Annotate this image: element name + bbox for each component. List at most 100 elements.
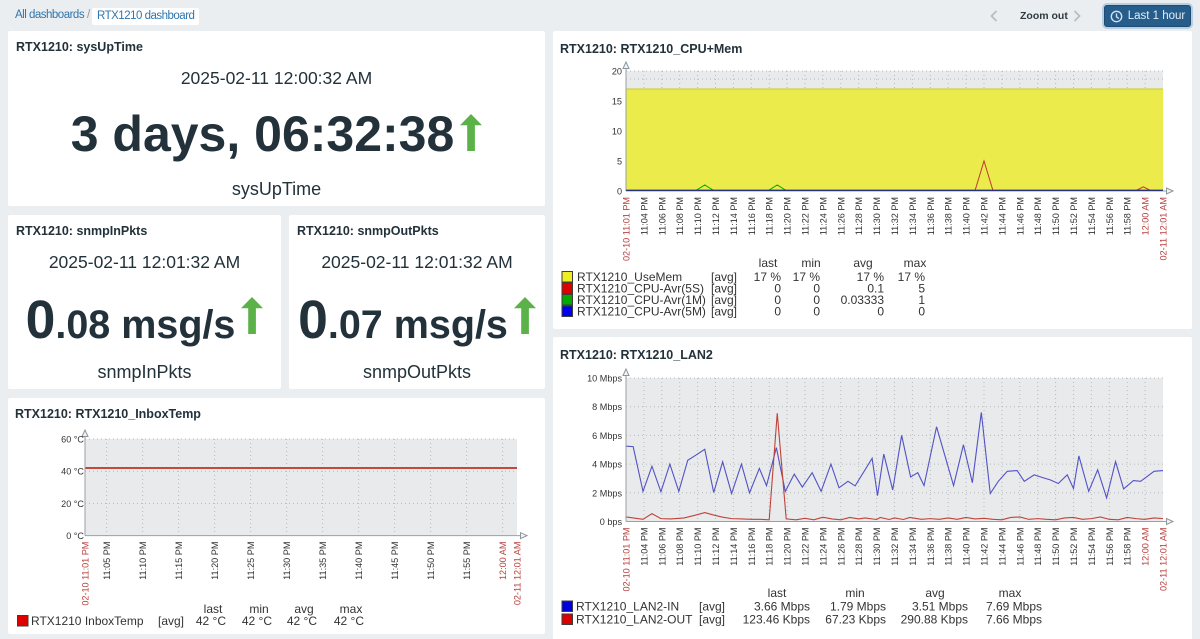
svg-text:11:28 PM: 11:28 PM	[854, 197, 864, 235]
svg-text:0: 0	[813, 282, 820, 296]
svg-text:11:08 PM: 11:08 PM	[675, 197, 685, 235]
svg-text:last: last	[768, 586, 787, 600]
svg-text:02-10 11:01 PM: 02-10 11:01 PM	[622, 528, 632, 592]
svg-text:11:52 PM: 11:52 PM	[1069, 197, 1079, 235]
svg-text:11:30 PM: 11:30 PM	[282, 542, 292, 580]
svg-text:11:14 PM: 11:14 PM	[729, 197, 739, 235]
svg-text:max: max	[999, 586, 1022, 600]
svg-text:0: 0	[774, 293, 781, 307]
svg-text:min: min	[845, 586, 864, 600]
svg-text:[avg]: [avg]	[711, 282, 737, 296]
svg-text:11:54 PM: 11:54 PM	[1087, 197, 1097, 235]
svg-text:11:22 PM: 11:22 PM	[801, 197, 811, 235]
svg-text:11:30 PM: 11:30 PM	[872, 528, 882, 566]
svg-text:17 %: 17 %	[754, 270, 782, 284]
svg-text:42 °C: 42 °C	[334, 614, 364, 628]
svg-text:12:00 AM: 12:00 AM	[1141, 197, 1151, 235]
svg-text:42 °C: 42 °C	[242, 614, 272, 628]
svg-text:67.23 Kbps: 67.23 Kbps	[825, 613, 886, 627]
svg-text:02-10 11:01 PM: 02-10 11:01 PM	[81, 542, 91, 606]
svg-text:11:08 PM: 11:08 PM	[675, 528, 685, 566]
svg-text:last: last	[204, 602, 223, 616]
svg-text:123.46 Kbps: 123.46 Kbps	[743, 613, 810, 627]
svg-text:20 °C: 20 °C	[61, 499, 84, 509]
svg-text:[avg]: [avg]	[711, 305, 737, 319]
svg-text:11:32 PM: 11:32 PM	[890, 197, 900, 235]
svg-text:RTX1210_LAN2-IN: RTX1210_LAN2-IN	[576, 600, 679, 614]
svg-text:11:56 PM: 11:56 PM	[1105, 197, 1115, 235]
svg-text:4 Mbps: 4 Mbps	[592, 460, 622, 470]
svg-text:7.66 Mbps: 7.66 Mbps	[986, 613, 1042, 627]
svg-text:40 °C: 40 °C	[61, 467, 84, 477]
svg-text:60 °C: 60 °C	[61, 435, 84, 445]
svg-text:02-10 11:01 PM: 02-10 11:01 PM	[622, 197, 632, 261]
svg-text:11:10 PM: 11:10 PM	[693, 197, 703, 235]
svg-text:7.69 Mbps: 7.69 Mbps	[986, 600, 1042, 614]
svg-text:11:40 PM: 11:40 PM	[962, 197, 972, 235]
svg-text:11:42 PM: 11:42 PM	[980, 197, 990, 235]
svg-text:11:15 PM: 11:15 PM	[174, 542, 184, 580]
svg-text:1.79 Mbps: 1.79 Mbps	[830, 600, 886, 614]
svg-text:290.88 Kbps: 290.88 Kbps	[901, 613, 968, 627]
svg-text:RTX1210: RTX1210_CPU+Mem: RTX1210: RTX1210_CPU+Mem	[560, 42, 742, 56]
svg-text:11:20 PM: 11:20 PM	[210, 542, 220, 580]
svg-text:42 °C: 42 °C	[287, 614, 317, 628]
svg-text:11:18 PM: 11:18 PM	[765, 197, 775, 235]
svg-text:0: 0	[774, 282, 781, 296]
svg-text:avg: avg	[294, 602, 313, 616]
svg-text:11:34 PM: 11:34 PM	[908, 528, 918, 566]
svg-text:11:05 PM: 11:05 PM	[102, 542, 112, 580]
svg-text:02-11 12:01 AM: 02-11 12:01 AM	[513, 542, 523, 606]
svg-text:02-11 12:01 AM: 02-11 12:01 AM	[1159, 528, 1169, 592]
svg-text:RTX1210_CPU-Avr(5S): RTX1210_CPU-Avr(5S)	[577, 282, 704, 296]
svg-text:11:06 PM: 11:06 PM	[657, 197, 667, 235]
svg-text:11:36 PM: 11:36 PM	[926, 528, 936, 566]
svg-text:17 %: 17 %	[898, 270, 926, 284]
svg-text:11:35 PM: 11:35 PM	[318, 542, 328, 580]
svg-text:11:30 PM: 11:30 PM	[872, 197, 882, 235]
svg-text:11:50 PM: 11:50 PM	[1051, 528, 1061, 566]
svg-text:42 °C: 42 °C	[196, 614, 226, 628]
svg-text:17 %: 17 %	[857, 270, 885, 284]
svg-text:0: 0	[617, 187, 622, 197]
svg-text:11:50 PM: 11:50 PM	[426, 542, 436, 580]
svg-text:11:58 PM: 11:58 PM	[1123, 197, 1133, 235]
svg-text:11:44 PM: 11:44 PM	[997, 197, 1007, 235]
svg-text:11:20 PM: 11:20 PM	[783, 197, 793, 235]
svg-text:last: last	[759, 256, 778, 270]
svg-text:11:36 PM: 11:36 PM	[926, 197, 936, 235]
svg-text:0 bps: 0 bps	[600, 517, 623, 527]
svg-text:0.1: 0.1	[867, 282, 884, 296]
svg-text:11:10 PM: 11:10 PM	[138, 542, 148, 580]
svg-text:RTX1210: RTX1210_InboxTemp: RTX1210: RTX1210_InboxTemp	[15, 407, 201, 421]
svg-text:0: 0	[813, 293, 820, 307]
svg-text:11:58 PM: 11:58 PM	[1123, 528, 1133, 566]
svg-text:0 °C: 0 °C	[66, 531, 84, 541]
svg-text:0: 0	[813, 305, 820, 319]
svg-text:5: 5	[918, 282, 925, 296]
svg-text:11:40 PM: 11:40 PM	[354, 542, 364, 580]
svg-text:11:38 PM: 11:38 PM	[944, 528, 954, 566]
svg-text:10 Mbps: 10 Mbps	[587, 374, 622, 384]
svg-text:RTX1210_CPU-Avr(1M): RTX1210_CPU-Avr(1M)	[577, 293, 706, 307]
svg-text:min: min	[801, 256, 820, 270]
svg-text:RTX1210 InboxTemp: RTX1210 InboxTemp	[31, 614, 144, 628]
svg-text:15: 15	[612, 97, 622, 107]
svg-text:0: 0	[774, 305, 781, 319]
svg-text:11:26 PM: 11:26 PM	[836, 528, 846, 566]
svg-text:11:52 PM: 11:52 PM	[1069, 528, 1079, 566]
svg-text:[avg]: [avg]	[699, 600, 725, 614]
svg-text:11:16 PM: 11:16 PM	[747, 528, 757, 566]
svg-text:12:00 AM: 12:00 AM	[498, 542, 508, 580]
svg-text:RTX1210_LAN2-OUT: RTX1210_LAN2-OUT	[576, 613, 693, 627]
svg-text:11:22 PM: 11:22 PM	[801, 528, 811, 566]
svg-text:11:38 PM: 11:38 PM	[944, 197, 954, 235]
svg-text:11:48 PM: 11:48 PM	[1033, 197, 1043, 235]
svg-text:11:04 PM: 11:04 PM	[639, 528, 649, 566]
svg-text:max: max	[340, 602, 363, 616]
svg-text:RTX1210_UseMem: RTX1210_UseMem	[577, 270, 682, 284]
svg-text:17 %: 17 %	[793, 270, 821, 284]
svg-text:10: 10	[612, 127, 622, 137]
svg-text:8 Mbps: 8 Mbps	[592, 402, 622, 412]
svg-text:11:50 PM: 11:50 PM	[1051, 197, 1061, 235]
